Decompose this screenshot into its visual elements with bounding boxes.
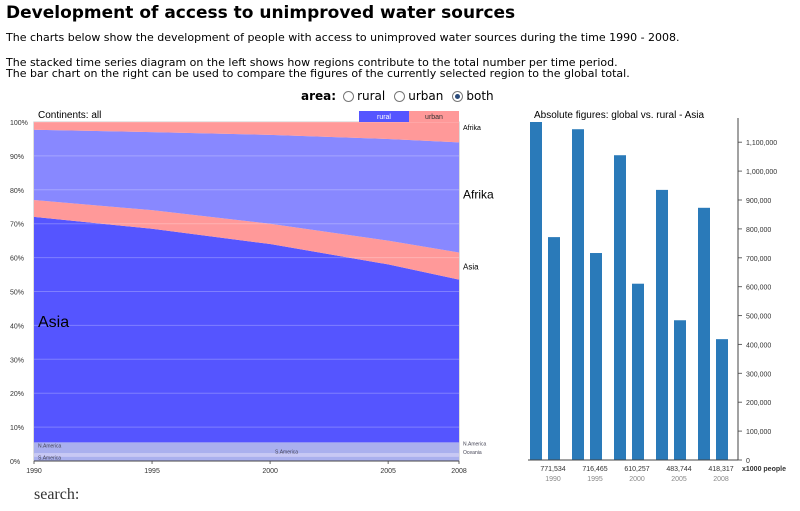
unit-label: x1000 people	[742, 466, 786, 473]
x-tick-label: 2008	[713, 476, 729, 483]
bar-global	[698, 207, 710, 460]
area-asia-urban	[34, 199, 459, 280]
bar-chart-title: Absolute figures: global vs. rural - Asi…	[534, 110, 705, 121]
x-tick-label: 1990	[26, 468, 42, 475]
area-radio-rural[interactable]: rural	[343, 89, 385, 103]
y-tick-label: 200,000	[746, 400, 771, 407]
y-tick-label: 300,000	[746, 371, 771, 378]
y-tick-label: 70%	[10, 222, 24, 229]
area-radio-urban[interactable]: urban	[394, 89, 443, 103]
label-n-america-right: N.America	[463, 442, 487, 448]
y-tick-label: 500,000	[746, 314, 771, 321]
area-oceania	[34, 453, 459, 457]
bar-chart[interactable]: Absolute figures: global vs. rural - Asi…	[520, 104, 800, 486]
y-tick-label: 10%	[10, 425, 24, 432]
radio-both-label: both	[466, 89, 494, 103]
bar-rural-asia	[548, 237, 560, 460]
area-n-america	[34, 442, 459, 454]
bar-value-label: 771,534	[540, 466, 565, 473]
label-oceania: Oceania	[463, 450, 482, 456]
y-tick-label: 600,000	[746, 285, 771, 292]
bar-rural-asia	[716, 339, 728, 460]
y-tick-label: 1,100,000	[746, 140, 777, 147]
y-tick-label: 0	[746, 458, 750, 465]
y-tick-label: 900,000	[746, 198, 771, 205]
y-tick-label: 100%	[10, 120, 28, 127]
label-afrika-big: Afrika	[463, 187, 494, 201]
stacked-area-chart[interactable]: 0% 10% 20% 30% 40% 50% 60% 70% 80% 90% 100% 1990 199…	[0, 104, 500, 479]
label-afrika-small: Afrika	[463, 125, 481, 132]
y-tick-label: 1,000,000	[746, 169, 777, 176]
bar-value-label: 610,257	[624, 466, 649, 473]
bar-value-label: 716,465	[582, 466, 607, 473]
y-tick-label: 30%	[10, 357, 24, 364]
label-asia-small: Asia	[463, 262, 479, 271]
y-tick-label: 400,000	[746, 342, 771, 349]
bar-global	[614, 155, 626, 460]
x-tick-label: 2005	[380, 468, 396, 475]
bar-rural-asia	[590, 253, 602, 460]
x-tick-label: 1990	[545, 476, 561, 483]
x-tick-label: 1995	[144, 468, 160, 475]
bar-rural-asia	[632, 283, 644, 460]
intro-text-1: The charts below show the development of…	[6, 31, 680, 44]
bar-global	[656, 189, 668, 460]
bar-global	[572, 129, 584, 460]
page-title: Development of access to unimproved wate…	[6, 3, 516, 23]
bar-value-label: 483,744	[666, 466, 691, 473]
x-tick-label: 2005	[671, 476, 687, 483]
area-s-america	[34, 456, 459, 461]
search-label: search:	[34, 486, 80, 503]
y-tick-label: 700,000	[746, 256, 771, 263]
x-tick-label: 1995	[587, 476, 603, 483]
x-tick-label: 2000	[629, 476, 645, 483]
y-tick-label: 800,000	[746, 227, 771, 234]
x-tick-label: 2000	[262, 468, 278, 475]
y-tick-label: 20%	[10, 391, 24, 398]
radio-urban-label: urban	[408, 89, 444, 103]
label-n-america: N.America	[38, 443, 62, 449]
y-tick-label: 90%	[10, 154, 24, 161]
area-selector: area: rural urban both	[301, 89, 500, 103]
intro-text-3: The bar chart on the right can be used t…	[6, 67, 630, 80]
label-s-america: S.America	[38, 456, 61, 462]
x-tick-label: 2008	[451, 468, 467, 475]
area-afrika-rural	[34, 129, 459, 253]
legend-urban-label: urban	[425, 114, 443, 121]
intro-text-2: The stacked time series diagram on the l…	[6, 56, 618, 69]
y-tick-label: 0%	[10, 459, 20, 466]
bar-global	[530, 122, 542, 460]
legend-swatch-rural	[359, 111, 409, 122]
radio-urban-circle[interactable]	[394, 90, 406, 102]
y-tick-label: 50%	[10, 290, 24, 297]
label-s-america-mid: S.America	[275, 450, 298, 456]
area-label: area:	[301, 89, 337, 103]
y-tick-label: 40%	[10, 323, 24, 330]
area-afrika-urban	[34, 122, 459, 143]
y-tick-label: 80%	[10, 188, 24, 195]
y-tick-label: 60%	[10, 256, 24, 263]
area-radio-both[interactable]: both	[452, 89, 494, 103]
legend-swatch-urban	[409, 111, 459, 122]
bar-value-label: 418,317	[708, 466, 733, 473]
area-asia-rural	[34, 216, 459, 443]
y-tick-label: 100,000	[746, 429, 771, 436]
area-chart-title: Continents: all	[38, 110, 101, 121]
legend-rural-label: rural	[377, 114, 391, 121]
radio-rural-label: rural	[357, 89, 386, 103]
radio-both-circle[interactable]	[452, 90, 464, 102]
radio-rural-circle[interactable]	[343, 90, 355, 102]
bar-rural-asia	[674, 320, 686, 460]
label-asia-big: Asia	[38, 314, 69, 331]
